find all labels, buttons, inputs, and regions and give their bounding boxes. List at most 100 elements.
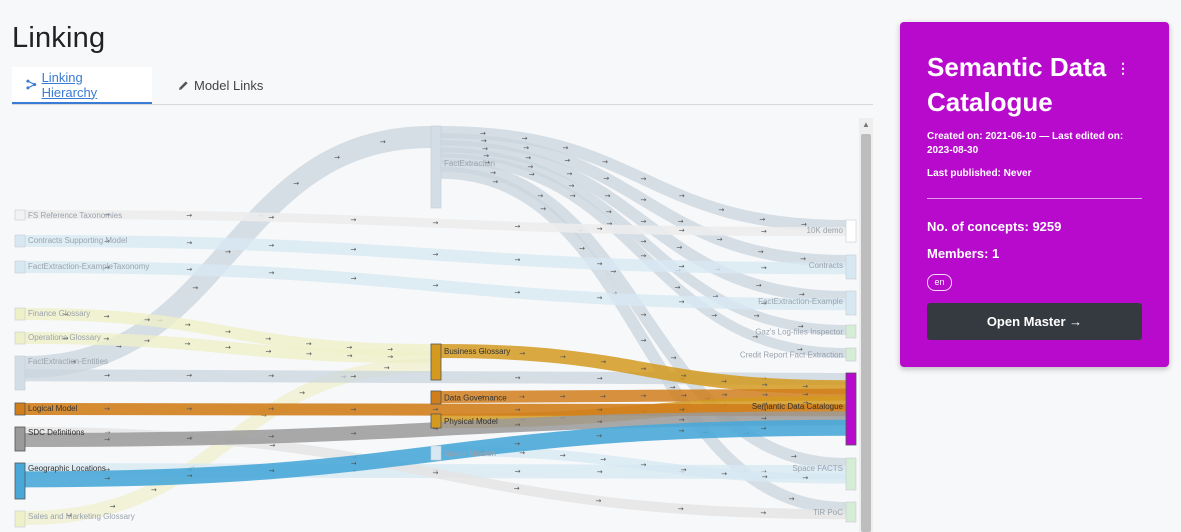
flow-arrow-icon: → (597, 406, 603, 414)
linking-graph[interactable]: → → → → → → → → → → → → → → → → → → → → → → → → → → → → → → → → → → → → → → → →… (12, 118, 874, 532)
more-vertical-icon[interactable]: ⋮ (1116, 60, 1130, 76)
flow-arrow-icon: → (479, 348, 485, 356)
flow-arrow-icon: → (597, 260, 603, 268)
node-factex_example[interactable] (845, 290, 857, 316)
link-logical-to-sdc[interactable] (24, 403, 847, 417)
tab-model-links[interactable]: Model Links (164, 67, 277, 103)
flow-arrow-icon: → (527, 163, 533, 171)
node-governance[interactable] (430, 390, 442, 405)
link-sdc_defs-to-sdc[interactable] (24, 411, 847, 447)
flow-arrow-icon: → (610, 267, 616, 275)
flow-arrow-icon: → (674, 283, 680, 291)
sankey-diagram[interactable]: → → → → → → → → → → → → → → → → → → → → → → → → → → → → → → → → → → → → → → → →… (12, 118, 860, 532)
link-factextraction-to-tenk[interactable] (440, 126, 847, 232)
node-factextraction[interactable] (430, 125, 442, 209)
node-space_facts[interactable] (845, 457, 857, 491)
flow-arrow-icon: → (758, 248, 764, 256)
node-label-space_mission: Space Mission (444, 449, 496, 458)
node-sales[interactable] (14, 510, 26, 528)
scroll-up-arrow-icon[interactable]: ▲ (862, 120, 870, 129)
node-credit[interactable] (845, 347, 857, 362)
link-factextraction-to-contracts[interactable] (440, 133, 847, 267)
flow-arrow-icon: → (678, 427, 684, 435)
flow-arrow-icon: → (186, 212, 192, 220)
flow-arrow-icon: → (103, 335, 109, 343)
link-factextraction-to-gaz[interactable] (440, 147, 847, 335)
flow-arrow-icon: → (380, 138, 386, 146)
flow-arrow-icon: → (265, 335, 271, 343)
tab-linking-hierarchy[interactable]: Linking Hierarchy (12, 67, 152, 104)
flow-arrow-icon: → (433, 251, 439, 259)
flow-arrow-icon: → (519, 393, 525, 401)
link-governance-to-sdc[interactable] (440, 388, 847, 403)
node-geo[interactable] (14, 462, 26, 500)
link-factextraction-to-tir[interactable] (440, 166, 847, 514)
node-business[interactable] (430, 343, 442, 381)
flow-arrow-icon: → (641, 218, 647, 226)
flow-arrow-icon: → (350, 429, 356, 437)
flow-arrow-icon: → (490, 169, 496, 177)
flow-arrow-icon: → (186, 239, 192, 247)
node-space_mission[interactable] (430, 445, 442, 461)
node-factex_ent[interactable] (14, 355, 26, 391)
flow-arrow-icon: → (595, 497, 601, 505)
flow-arrow-icon: → (721, 391, 727, 399)
flow-arrow-icon: → (641, 336, 647, 344)
flow-arrow-icon: → (525, 154, 531, 162)
flow-arrow-icon: → (600, 358, 606, 366)
open-master-button[interactable]: Open Master → (927, 303, 1142, 340)
flow-arrow-icon: → (756, 282, 762, 290)
flow-arrow-icon: → (676, 243, 682, 251)
node-tenk[interactable] (845, 219, 857, 243)
flow-arrow-icon: → (346, 344, 352, 352)
link-operations-to-business[interactable] (24, 332, 432, 364)
node-fs_ref[interactable] (14, 209, 26, 221)
link-contracts_sup-to-contracts[interactable] (24, 235, 847, 275)
node-contracts[interactable] (845, 254, 857, 280)
link-factextraction-to-credit[interactable] (440, 153, 847, 358)
link-factex_ent-to-factextraction[interactable] (24, 126, 432, 378)
flow-arrow-icon: → (187, 472, 193, 480)
node-factex_tax[interactable] (14, 260, 26, 274)
link-business-to-sdc[interactable] (440, 344, 847, 395)
flow-arrow-icon: → (566, 170, 572, 178)
flow-arrow-icon: → (801, 221, 807, 229)
language-badge: en (927, 274, 952, 291)
node-contracts_sup[interactable] (14, 234, 26, 248)
flow-arrow-icon: → (492, 178, 498, 186)
flow-arrow-icon: → (540, 205, 546, 213)
flow-arrow-icon: → (432, 469, 438, 477)
flow-arrow-icon: → (529, 171, 535, 179)
graph-scrollbar[interactable]: ▲ (859, 118, 873, 532)
node-sdc[interactable] (845, 372, 857, 446)
flow-arrow-icon: → (515, 406, 521, 414)
link-factex_tax-to-factex_example[interactable] (24, 261, 847, 311)
node-sdc_defs[interactable] (14, 426, 26, 452)
flow-arrow-icon: → (269, 269, 275, 277)
node-gaz[interactable] (845, 324, 857, 339)
node-tir[interactable] (845, 501, 857, 523)
flow-arrow-icon: → (761, 425, 767, 433)
scroll-thumb[interactable] (861, 134, 871, 532)
flow-arrow-icon: → (515, 374, 521, 382)
link-factextraction-to-space_facts[interactable] (440, 159, 847, 470)
flow-arrow-icon: → (597, 468, 603, 476)
flow-arrow-icon: → (711, 312, 717, 320)
flow-arrow-icon: → (268, 433, 274, 441)
hierarchy-icon (26, 79, 37, 90)
flow-arrow-icon: → (606, 208, 612, 216)
flow-arrow-icon: → (387, 345, 393, 353)
flow-arrow-icon: → (597, 225, 603, 233)
link-fs_ref-to-tenk[interactable] (24, 210, 847, 237)
node-label-sdc: Semantic Data Catalogue (752, 402, 844, 411)
node-operations[interactable] (14, 331, 26, 345)
link-factextraction-to-factex_example[interactable] (440, 140, 847, 303)
flow-arrow-icon: → (514, 289, 520, 297)
node-finance[interactable] (14, 307, 26, 321)
node-logical[interactable] (14, 402, 26, 416)
flow-arrow-icon: → (269, 467, 275, 475)
node-physical[interactable] (430, 413, 442, 429)
flow-arrow-icon: → (752, 333, 758, 341)
flow-arrow-icon: → (802, 391, 808, 399)
link-finance-to-business[interactable] (24, 308, 432, 356)
